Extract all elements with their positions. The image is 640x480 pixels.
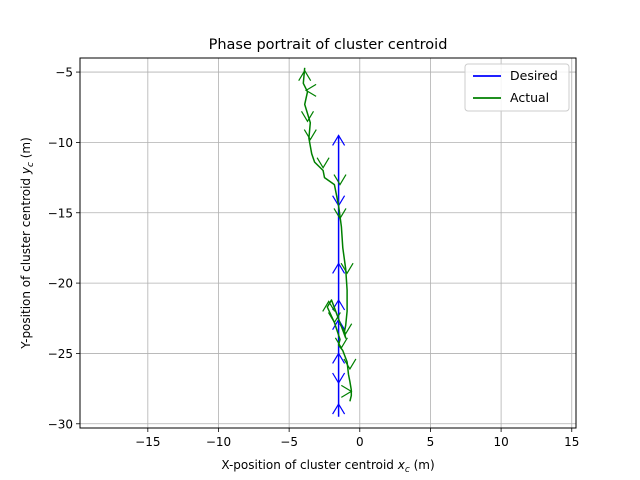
y-tick-label: −10: [48, 136, 73, 150]
desired-direction-arrow: [332, 402, 346, 415]
x-tick-label: 10: [493, 435, 508, 449]
actual-direction-arrow: [322, 300, 336, 312]
y-tick-label: −5: [55, 66, 73, 80]
x-tick-label: 5: [427, 435, 435, 449]
legend-actual-label: Actual: [510, 90, 549, 105]
legend-desired-label: Desired: [510, 68, 558, 83]
legend: Desired Actual: [464, 63, 570, 112]
desired-direction-arrow: [332, 134, 346, 146]
actual-direction-arrow: [340, 384, 353, 398]
x-tick-label: −5: [280, 435, 298, 449]
chart-title: Phase portrait of cluster centroid: [209, 37, 448, 53]
actual-direction-arrow: [303, 129, 317, 141]
desired-direction-arrow: [332, 352, 346, 364]
y-tick-label: −20: [48, 277, 73, 291]
plot-lines: [298, 67, 357, 417]
y-axis-label: Y-position of cluster centroid yc (m): [19, 137, 36, 350]
actual-direction-arrow: [340, 262, 354, 275]
actual-direction-arrow: [298, 69, 312, 82]
actual-direction-arrow: [339, 323, 353, 335]
grid: [80, 58, 576, 428]
actual-direction-arrow: [316, 157, 330, 169]
x-tick-label: 0: [356, 435, 364, 449]
plot-frame: [79, 57, 577, 429]
x-tick-label: 15: [564, 435, 579, 449]
actual-direction-arrow: [304, 83, 317, 97]
actual-direction-arrow: [300, 110, 315, 123]
actual-direction-arrow: [333, 208, 347, 220]
desired-direction-arrow: [332, 372, 346, 385]
x-tick-label: −10: [206, 435, 231, 449]
y-tick-label: −15: [48, 206, 73, 220]
desired-direction-arrow: [332, 262, 346, 274]
x-axis-label: X-position of cluster centroid xc (m): [221, 458, 434, 475]
actual-direction-arrow: [334, 337, 348, 349]
actual-direction-arrow: [333, 174, 347, 186]
actual-direction-arrow: [343, 358, 357, 371]
axis-ticks: −15 −10 −5 0 5 10 15 −5 −10 −15 −20 −25 −30: [48, 66, 580, 449]
actual-series-line: [302, 67, 353, 402]
x-tick-label: −15: [135, 435, 160, 449]
y-tick-label: −25: [48, 347, 73, 361]
y-tick-label: −30: [48, 417, 73, 431]
actual-direction-arrow: [327, 312, 341, 324]
